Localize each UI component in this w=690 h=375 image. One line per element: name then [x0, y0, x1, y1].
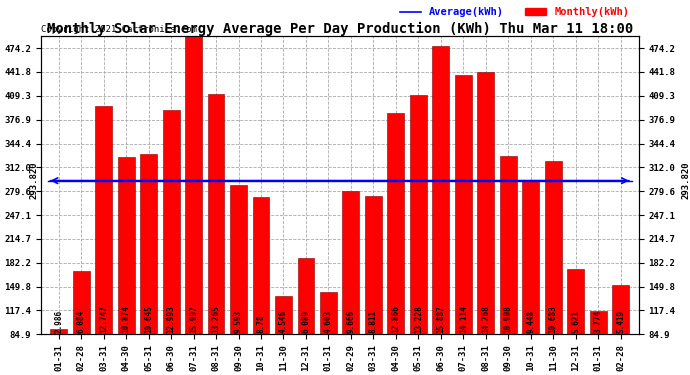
- Text: 12.993: 12.993: [166, 305, 176, 333]
- Text: 3.774: 3.774: [593, 310, 602, 333]
- Bar: [410, 95, 426, 334]
- Text: 12.866: 12.866: [391, 305, 400, 333]
- Bar: [50, 328, 67, 334]
- Bar: [387, 113, 404, 334]
- Bar: [567, 268, 584, 334]
- Text: 13.265: 13.265: [212, 305, 221, 333]
- Bar: [297, 258, 315, 334]
- Text: 6.089: 6.089: [302, 310, 310, 333]
- Legend: Average(kWh), Monthly(kWh): Average(kWh), Monthly(kWh): [396, 3, 633, 21]
- Text: 13.228: 13.228: [414, 305, 423, 333]
- Text: 10.683: 10.683: [549, 305, 558, 333]
- Text: 4.546: 4.546: [279, 310, 288, 333]
- Text: 8.811: 8.811: [369, 310, 378, 333]
- Text: 9.666: 9.666: [346, 310, 355, 333]
- Bar: [253, 196, 269, 334]
- Bar: [95, 106, 112, 334]
- Bar: [612, 285, 629, 334]
- Text: Copyright 2021 Cartronics.com: Copyright 2021 Cartronics.com: [41, 24, 197, 33]
- Text: 293.820: 293.820: [682, 162, 690, 200]
- Bar: [208, 94, 224, 334]
- Bar: [544, 161, 562, 334]
- Text: 10.908: 10.908: [504, 305, 513, 333]
- Text: 9.593: 9.593: [234, 310, 243, 333]
- Text: 4.603: 4.603: [324, 310, 333, 333]
- Bar: [118, 157, 135, 334]
- Bar: [455, 75, 472, 334]
- Text: 14.268: 14.268: [481, 305, 490, 333]
- Text: 2.986: 2.986: [55, 310, 63, 333]
- Bar: [342, 190, 359, 334]
- Text: 10.645: 10.645: [144, 305, 153, 333]
- Text: 6.084: 6.084: [77, 310, 86, 333]
- Text: 293.820: 293.820: [30, 162, 39, 200]
- Text: 12.747: 12.747: [99, 305, 108, 333]
- Bar: [185, 32, 202, 334]
- Bar: [140, 154, 157, 334]
- Text: 8.78: 8.78: [257, 314, 266, 333]
- Bar: [230, 185, 247, 334]
- Bar: [365, 196, 382, 334]
- Text: 15.997: 15.997: [189, 305, 198, 333]
- Text: 10.874: 10.874: [121, 305, 130, 333]
- Bar: [320, 292, 337, 334]
- Bar: [433, 46, 449, 334]
- Text: 5.621: 5.621: [571, 310, 580, 333]
- Text: 14.114: 14.114: [459, 305, 468, 333]
- Text: 9.448: 9.448: [526, 310, 535, 333]
- Text: 5.419: 5.419: [616, 310, 625, 333]
- Bar: [590, 310, 607, 334]
- Title: Monthly Solar Energy Average Per Day Production (KWh) Thu Mar 11 18:00: Monthly Solar Energy Average Per Day Pro…: [46, 22, 633, 36]
- Bar: [72, 272, 90, 334]
- Text: 15.887: 15.887: [436, 305, 445, 333]
- Bar: [500, 156, 517, 334]
- Bar: [275, 296, 292, 334]
- Bar: [163, 110, 179, 334]
- Bar: [477, 72, 494, 334]
- Bar: [522, 182, 539, 334]
